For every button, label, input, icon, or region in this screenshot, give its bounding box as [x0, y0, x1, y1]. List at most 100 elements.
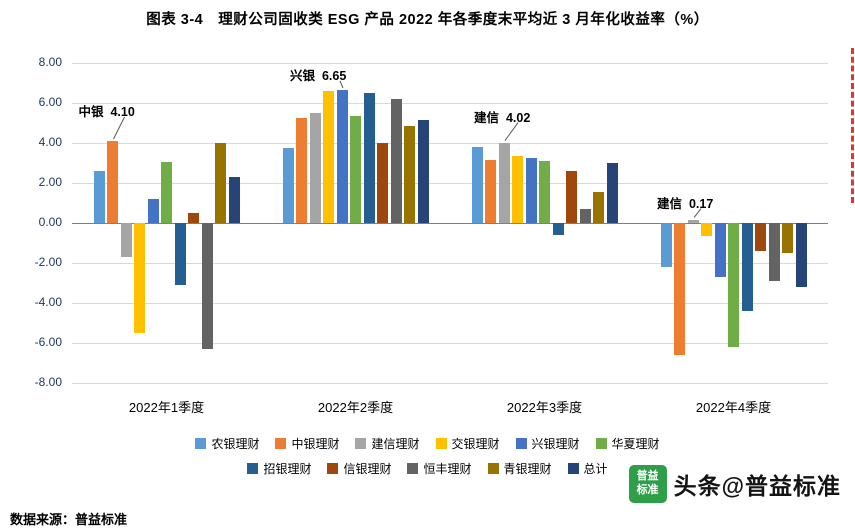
- bar-兴银理财-q1: [147, 199, 159, 223]
- chart-title: 图表 3-4 理财公司固收类 ESG 产品 2022 年各季度末平均近 3 月年…: [146, 12, 709, 28]
- legend-item-中银理财: 中银理财: [275, 435, 339, 452]
- bar-兴银理财-q2: [336, 90, 348, 223]
- legend-item-华夏理财: 华夏理财: [595, 435, 660, 452]
- bar-恒丰理财-q1: [201, 223, 213, 349]
- bar-华夏理财-q1: [161, 162, 172, 223]
- annotation-建信理财-q3: 建信 4.02: [474, 110, 531, 125]
- bar-农银理财-q2: [282, 148, 294, 223]
- bar-农银理财-q1: [93, 171, 105, 223]
- x-axis-category-label: 2022年2季度: [317, 400, 394, 415]
- legend-label: 总计: [583, 462, 608, 476]
- legend-label: 恒丰理财: [423, 462, 472, 476]
- gridline: [72, 262, 828, 264]
- legend-label: 信银理财: [343, 462, 392, 476]
- watermark-text: 头条@普益标准: [673, 473, 841, 499]
- y-axis-tick-label: -8.00: [34, 375, 62, 389]
- bar-青银理财-q2: [404, 126, 415, 223]
- legend-item-总计: 总计: [567, 460, 608, 477]
- x-axis-category-label: 2022年3季度: [506, 400, 583, 415]
- legend-label: 招银理财: [263, 462, 312, 476]
- bar-华夏理财-q2: [350, 116, 361, 223]
- puyi-logo-icon: 普益 标准: [628, 465, 667, 503]
- bar-交银理财-q2: [323, 91, 334, 223]
- legend-label: 农银理财: [211, 437, 260, 451]
- x-axis-category-label: 2022年4季度: [695, 400, 772, 415]
- legend-label: 中银理财: [291, 437, 340, 451]
- bar-建信理财-q1: [120, 223, 132, 257]
- y-axis-tick-label: -2.00: [34, 255, 62, 269]
- y-axis-tick-label: 4.00: [38, 135, 62, 149]
- bar-交银理财-q1: [134, 223, 145, 333]
- bar-交银理财-q3: [512, 156, 523, 223]
- bar-中银理财-q3: [485, 160, 496, 223]
- logo-text-line: 普益: [636, 470, 659, 483]
- y-axis-tick-label: 6.00: [38, 95, 62, 109]
- gridline: [72, 302, 828, 304]
- legend-swatch: [355, 438, 367, 449]
- legend-swatch: [407, 463, 419, 474]
- bar-兴银理财-q4: [714, 223, 726, 277]
- legend-item-农银理财: 农银理财: [195, 435, 259, 452]
- bar-建信理财-q4: [687, 219, 699, 223]
- legend-label: 建信理财: [371, 437, 420, 451]
- bar-总计-q3: [606, 163, 618, 223]
- y-axis-tick-label: 0.00: [38, 215, 62, 229]
- annotation-兴银理财-q2: 兴银 6.65: [290, 68, 347, 83]
- legend-label: 交银理财: [451, 437, 500, 451]
- y-axis-tick-label: -6.00: [34, 335, 62, 349]
- annotation-建信理财-q4: 建信 0.17: [657, 196, 714, 211]
- legend-swatch: [435, 438, 447, 449]
- legend-item-兴银理财: 兴银理财: [515, 435, 580, 452]
- bar-恒丰理财-q2: [390, 99, 402, 223]
- legend-item-信银理财: 信银理财: [327, 460, 391, 477]
- legend-item-恒丰理财: 恒丰理财: [407, 460, 472, 477]
- legend-swatch: [515, 438, 527, 449]
- legend-item-青银理财: 青银理财: [487, 460, 552, 477]
- bar-信银理财-q2: [377, 143, 388, 223]
- legend-swatch: [247, 463, 259, 474]
- y-axis-tick-label: 2.00: [38, 175, 62, 189]
- y-axis-tick-label: 8.00: [38, 55, 62, 69]
- bar-中银理财-q4: [674, 223, 685, 355]
- bar-恒丰理财-q4: [768, 223, 780, 281]
- legend-label: 兴银理财: [531, 437, 580, 451]
- legend-swatch: [327, 463, 339, 474]
- watermark: 普益 标准 头条@普益标准: [628, 465, 841, 503]
- bar-交银理财-q4: [701, 223, 712, 236]
- plot-area: 中银 4.10 兴银 6.65 建信 4.02 建信 0.17: [72, 62, 828, 384]
- bar-华夏理财-q4: [728, 223, 739, 347]
- bar-恒丰理财-q3: [579, 209, 591, 223]
- bar-招银理财-q2: [363, 93, 375, 223]
- legend-swatch: [595, 438, 607, 449]
- gridline: [72, 382, 828, 384]
- bar-农银理财-q3: [471, 147, 483, 223]
- legend-swatch: [567, 463, 579, 474]
- bar-招银理财-q1: [174, 223, 186, 285]
- gridline: [72, 182, 828, 184]
- annotation-中银理财-q1: 中银 4.10: [78, 105, 135, 119]
- legend-swatch: [195, 438, 207, 449]
- gridline: [72, 342, 828, 344]
- legend-swatch: [487, 463, 499, 474]
- data-source: 数据来源：普益标准: [10, 512, 128, 527]
- bar-建信理财-q2: [309, 113, 321, 223]
- legend-item-交银理财: 交银理财: [435, 435, 500, 452]
- bar-建信理财-q3: [498, 142, 510, 223]
- legend-row: 农银理财 中银理财 建信理财 交银理财 兴银理财 华夏理财: [0, 435, 855, 452]
- legend-item-招银理财: 招银理财: [247, 460, 311, 477]
- zero-axis-line: [72, 222, 828, 224]
- x-axis-category-label: 2022年1季度: [128, 400, 205, 415]
- bar-招银理财-q3: [552, 223, 564, 235]
- bar-中银理财-q2: [296, 118, 307, 223]
- legend-label: 华夏理财: [611, 437, 660, 451]
- y-axis-tick-label: -4.00: [34, 295, 62, 309]
- legend-label: 青银理财: [503, 462, 552, 476]
- bar-青银理财-q4: [782, 223, 793, 253]
- bar-兴银理财-q3: [525, 158, 537, 223]
- bar-招银理财-q4: [741, 223, 753, 311]
- bar-总计-q1: [228, 177, 240, 223]
- legend-swatch: [275, 438, 287, 449]
- legend-item-建信理财: 建信理财: [355, 435, 420, 452]
- gridline: [72, 62, 828, 64]
